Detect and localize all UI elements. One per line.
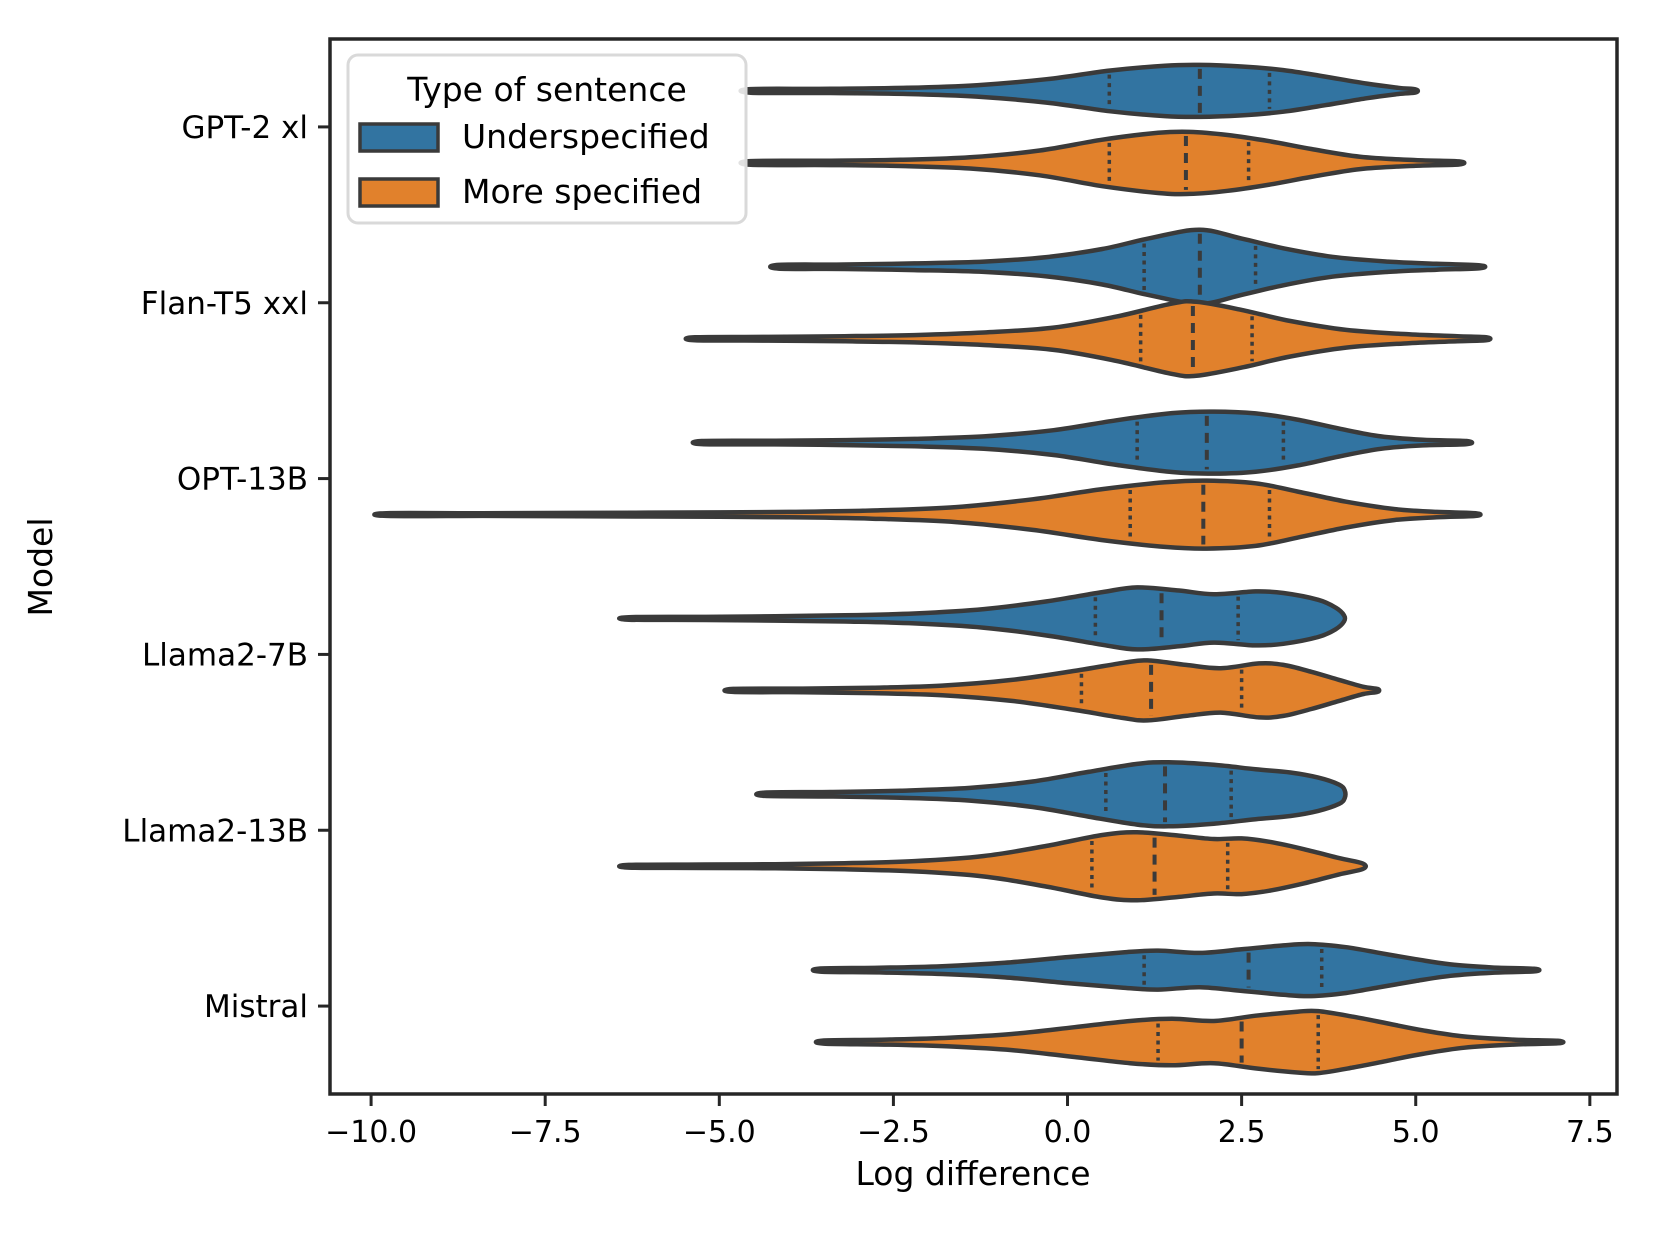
legend-swatch-more-specified — [358, 177, 440, 208]
violin-mistral-more-specified — [813, 1008, 1566, 1076]
legend-box — [346, 53, 748, 225]
violin-flan-t5-xxl-underspecified — [768, 227, 1488, 307]
y-tick-label: Llama2-7B — [142, 637, 308, 673]
x-tick-label: −2.5 — [857, 1115, 930, 1150]
x-tick-label: 5.0 — [1392, 1115, 1440, 1150]
y-tick-label: OPT-13B — [177, 462, 308, 498]
violin-flan-t5-xxl-more-specified — [683, 298, 1493, 379]
y-tick-label: GPT-2 xl — [181, 110, 308, 146]
violin-gpt-2-xl-underspecified — [738, 62, 1421, 120]
x-tick-label: 2.5 — [1218, 1115, 1266, 1150]
x-tick-label: −7.5 — [509, 1115, 582, 1150]
x-tick-label: −10.0 — [325, 1115, 417, 1150]
violin-opt-13b-more-specified — [372, 478, 1483, 551]
violin-llama2-13b-underspecified — [754, 759, 1348, 829]
violin-opt-13b-underspecified — [690, 409, 1475, 476]
legend-swatch-underspecified — [358, 122, 440, 153]
violin-layer — [372, 62, 1566, 1076]
legend: Type of sentence Underspecified More spe… — [346, 53, 748, 225]
y-tick-label: Llama2-13B — [122, 813, 308, 849]
violin-mistral-underspecified — [810, 941, 1542, 999]
x-tick-label: −5.0 — [683, 1115, 756, 1150]
violin-llama2-7b-more-specified — [722, 658, 1382, 723]
y-tick-label: Mistral — [204, 989, 308, 1025]
x-tick-label: 0.0 — [1044, 1115, 1092, 1150]
y-tick-label: Flan-T5 xxl — [141, 286, 308, 322]
violin-llama2-13b-more-specified — [616, 830, 1368, 903]
axis-layer: −10.0 −7.5 −5.0 −2.5 0.0 2.5 5.0 7.5 GPT-2 xl Fla… — [122, 37, 1619, 1150]
legend-label-underspecified: Underspecified — [462, 117, 710, 156]
legend-label-more-specified: More specified — [462, 172, 702, 211]
y-axis-label: Model — [21, 517, 60, 616]
violin-gpt-2-xl-more-specified — [738, 129, 1467, 197]
x-tick-label: 7.5 — [1566, 1115, 1614, 1150]
legend-title: Type of sentence — [406, 70, 687, 109]
violin-llama2-7b-underspecified — [616, 585, 1348, 652]
x-axis-label: Log difference — [855, 1154, 1090, 1193]
plot-border — [328, 37, 1619, 1096]
